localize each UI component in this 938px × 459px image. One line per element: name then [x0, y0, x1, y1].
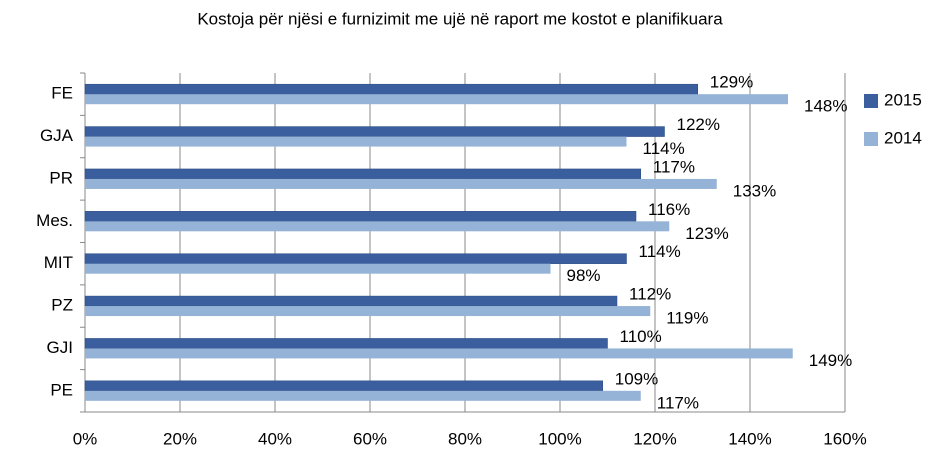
value-label: 117%	[653, 157, 695, 176]
y-tick-label: FE	[51, 84, 73, 103]
bar	[85, 348, 793, 359]
value-label: 114%	[639, 242, 681, 261]
value-label: 110%	[620, 327, 662, 346]
x-tick-label: 0%	[73, 429, 98, 448]
bar	[85, 94, 788, 105]
value-label: 109%	[615, 369, 658, 388]
x-tick-label: 80%	[448, 429, 482, 448]
chart-title: Kostoja për njësi e furnizimit me ujë në…	[197, 9, 723, 28]
bar	[84, 380, 603, 392]
bar	[85, 178, 717, 189]
x-tick-label: 40%	[258, 429, 292, 448]
legend-label: 2014	[884, 128, 922, 147]
bar	[85, 390, 641, 401]
bar	[85, 221, 670, 232]
x-tick-label: 140%	[728, 429, 771, 448]
legend-swatch	[864, 94, 878, 108]
value-label: 129%	[710, 73, 753, 92]
x-tick-label: 120%	[633, 429, 676, 448]
bar	[84, 338, 608, 349]
x-tick-label: 60%	[353, 429, 387, 448]
y-tick-label: PE	[50, 380, 73, 399]
bar	[84, 126, 665, 137]
x-tick-label: 100%	[538, 429, 581, 448]
bar	[84, 295, 618, 307]
y-tick-label: GJA	[40, 126, 74, 145]
value-label: 112%	[629, 285, 671, 304]
y-tick-label: Mes.	[36, 211, 73, 230]
y-tick-label: MIT	[44, 253, 73, 272]
value-label: 98%	[567, 266, 601, 285]
bar	[85, 306, 651, 317]
bar	[85, 263, 551, 274]
value-label: 119%	[666, 309, 708, 328]
bar	[84, 83, 698, 95]
value-label: 149%	[809, 351, 852, 370]
legend-label: 2015	[884, 90, 922, 109]
value-label: 116%	[648, 200, 690, 219]
legend-swatch	[864, 132, 878, 146]
value-label: 122%	[677, 115, 720, 134]
value-label: 133%	[733, 181, 776, 200]
bar	[85, 136, 627, 147]
x-tick-label: 20%	[163, 429, 197, 448]
value-label: 114%	[643, 139, 685, 158]
y-tick-label: GJI	[47, 338, 73, 357]
y-tick-label: PZ	[51, 296, 73, 315]
value-label: 123%	[685, 224, 728, 243]
bar	[84, 168, 641, 180]
bar	[84, 211, 637, 222]
bar	[84, 253, 627, 264]
value-label: 148%	[804, 97, 847, 116]
value-label: 117%	[657, 393, 699, 412]
y-tick-label: PR	[49, 168, 73, 187]
x-tick-label: 160%	[823, 429, 866, 448]
